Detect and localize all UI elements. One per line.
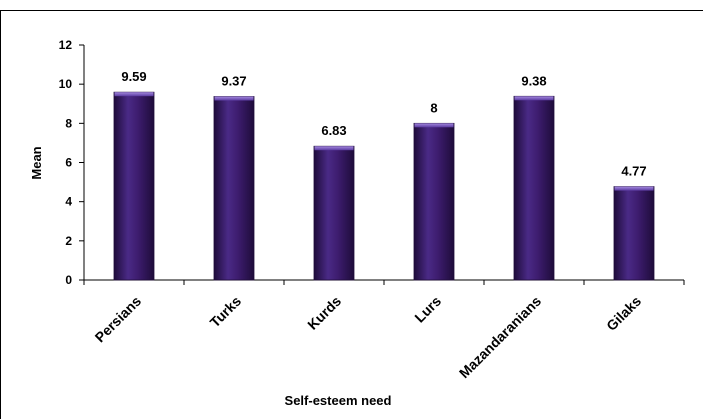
bar-cap	[614, 186, 654, 191]
y-tick-label: 0	[65, 273, 72, 287]
category-label: Kurds	[304, 293, 344, 333]
bar-cap	[114, 92, 154, 97]
x-axis-title: Self-esteem need	[285, 393, 392, 408]
bar-mazandaranians	[513, 95, 555, 281]
y-tick-label: 8	[65, 116, 72, 130]
y-tick-label: 6	[65, 156, 72, 170]
bar-cap	[514, 96, 554, 101]
category-label: Mazandaranians	[456, 293, 544, 381]
y-tick-label: 4	[65, 195, 72, 209]
y-tick-label: 2	[65, 234, 72, 248]
data-label: 8	[430, 100, 437, 115]
y-tick-label: 12	[59, 38, 73, 52]
bar-persians	[113, 91, 155, 281]
bar-cap	[414, 123, 454, 128]
category-label: Persians	[92, 293, 145, 346]
y-tick-label: 10	[59, 77, 73, 91]
category-label: Turks	[207, 293, 245, 331]
bar-cap	[314, 146, 354, 151]
y-axis: 0 2 4 6 8 10 12	[59, 38, 85, 287]
bar-cap	[214, 96, 254, 101]
chart-frame	[0, 10, 703, 419]
data-label: 9.38	[521, 73, 546, 88]
data-label: 9.59	[121, 69, 146, 84]
x-axis	[83, 279, 685, 285]
data-label: 6.83	[321, 123, 346, 138]
data-label: 4.77	[621, 164, 646, 179]
y-axis-title: Mean	[29, 146, 44, 179]
category-labels-group: Persians Turks Kurds Lurs Mazandaranians Gila…	[92, 293, 645, 381]
category-label: Lurs	[411, 293, 444, 326]
category-label: Gilaks	[603, 293, 644, 334]
bar-lurs	[413, 122, 455, 281]
bar-kurds	[313, 145, 355, 281]
data-labels-group: 9.59 9.37 6.83 8 9.38 4.77	[121, 69, 646, 178]
bar-turks	[213, 96, 255, 281]
data-label: 9.37	[221, 74, 246, 89]
bar-gilaks	[613, 186, 655, 281]
bars-group	[113, 91, 655, 281]
